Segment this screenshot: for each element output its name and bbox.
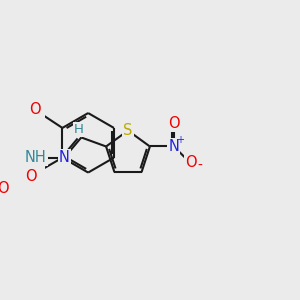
Text: +: + bbox=[176, 135, 184, 145]
Text: H: H bbox=[74, 123, 84, 136]
Text: S: S bbox=[123, 123, 133, 138]
Text: NH: NH bbox=[25, 150, 46, 165]
Text: N: N bbox=[59, 150, 70, 165]
Text: O: O bbox=[168, 116, 180, 131]
Text: O: O bbox=[25, 169, 37, 184]
Text: -: - bbox=[197, 159, 202, 173]
Text: N: N bbox=[169, 139, 179, 154]
Text: O: O bbox=[185, 155, 197, 170]
Text: O: O bbox=[29, 102, 40, 117]
Text: O: O bbox=[0, 182, 9, 196]
